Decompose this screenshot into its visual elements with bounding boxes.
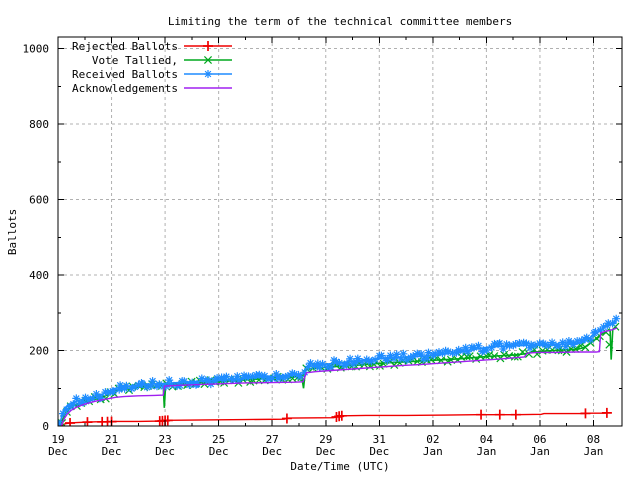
legend-label: Acknowledgements (72, 82, 178, 95)
x-tick-label-month: Jan (423, 445, 443, 458)
y-tick-label: 600 (29, 194, 49, 207)
x-tick-label-date: 25 (212, 433, 225, 446)
series-line-rejected-ballots (60, 412, 609, 426)
x-tick-label-month: Jan (530, 445, 550, 458)
series-markers-star-icon (58, 314, 621, 426)
legend-star-marker-icon (204, 70, 212, 78)
data-series-layer (58, 314, 621, 426)
y-axis-title: Ballots (6, 209, 19, 255)
x-tick-label-date: 23 (158, 433, 171, 446)
x-tick-label-date: 08 (587, 433, 600, 446)
x-tick-label-date: 29 (319, 433, 332, 446)
series-line-received-ballots (58, 321, 617, 426)
y-tick-label: 0 (42, 420, 49, 433)
y-tick-label: 800 (29, 118, 49, 131)
x-tick-label-month: Jan (584, 445, 604, 458)
x-tick-label-month: Dec (209, 445, 229, 458)
legend-label: Vote Tallied, (92, 54, 178, 67)
x-tick-label-date: 27 (266, 433, 279, 446)
x-tick-label-month: Dec (102, 445, 122, 458)
x-tick-label-date: 31 (373, 433, 386, 446)
x-tick-label-date: 02 (426, 433, 439, 446)
series-markers-plus-icon (65, 407, 612, 426)
legend-cross-marker-icon (203, 55, 213, 65)
x-tick-label-month: Dec (155, 445, 175, 458)
legend-plus-marker-icon (203, 41, 213, 51)
legend-label: Rejected Ballots (72, 40, 178, 53)
y-tick-label: 400 (29, 269, 49, 282)
plot-border (57, 36, 623, 427)
x-tick-label-date: 19 (51, 433, 64, 446)
x-tick-label-date: 04 (480, 433, 494, 446)
x-tick-label-month: Dec (262, 445, 282, 458)
x-tick-label-month: Jan (476, 445, 496, 458)
x-tick-label-month: Dec (369, 445, 389, 458)
y-tick-label: 200 (29, 345, 49, 358)
axes-layer: 19Dec21Dec23Dec25Dec27Dec29Dec31Dec02Jan… (23, 36, 623, 458)
y-tick-label: 1000 (23, 43, 50, 56)
legend-label: Received Ballots (72, 68, 178, 81)
x-tick-label-date: 06 (533, 433, 546, 446)
chart-title: Limiting the term of the technical commi… (168, 15, 512, 28)
x-axis-title: Date/Time (UTC) (290, 460, 389, 473)
x-tick-label-month: Dec (48, 445, 68, 458)
series-markers-cross-icon (58, 322, 620, 426)
x-tick-label-date: 21 (105, 433, 118, 446)
x-tick-label-month: Dec (316, 445, 336, 458)
series-line-acknowledgements (60, 327, 618, 426)
